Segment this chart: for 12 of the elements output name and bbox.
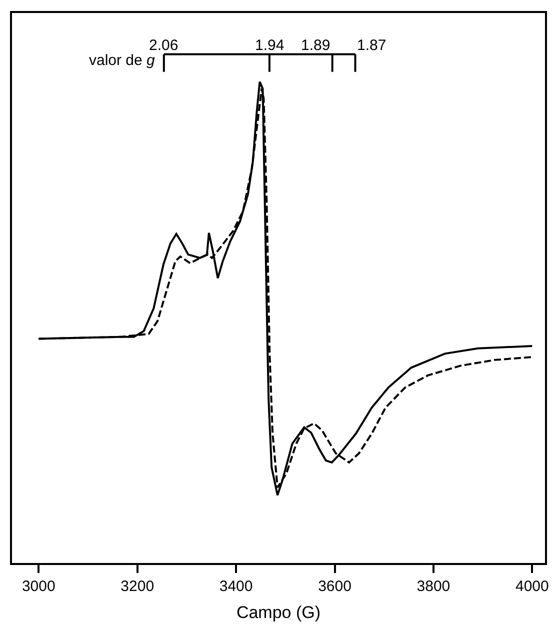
text: 2.06 (149, 37, 178, 54)
x-tick-label: 3000 (22, 578, 56, 595)
text: 1.94 (255, 37, 284, 54)
text: valor de g (89, 52, 156, 69)
x-tick-label: 3800 (416, 578, 450, 595)
x-axis-title: Campo (G) (236, 602, 321, 622)
text: 1.89 (301, 37, 330, 54)
x-tick-label: 3200 (120, 578, 154, 595)
text: 1.87 (357, 37, 386, 54)
x-tick-label: 3600 (318, 578, 352, 595)
x-tick-label: 4000 (515, 578, 549, 595)
x-tick-label: 3400 (219, 578, 253, 595)
